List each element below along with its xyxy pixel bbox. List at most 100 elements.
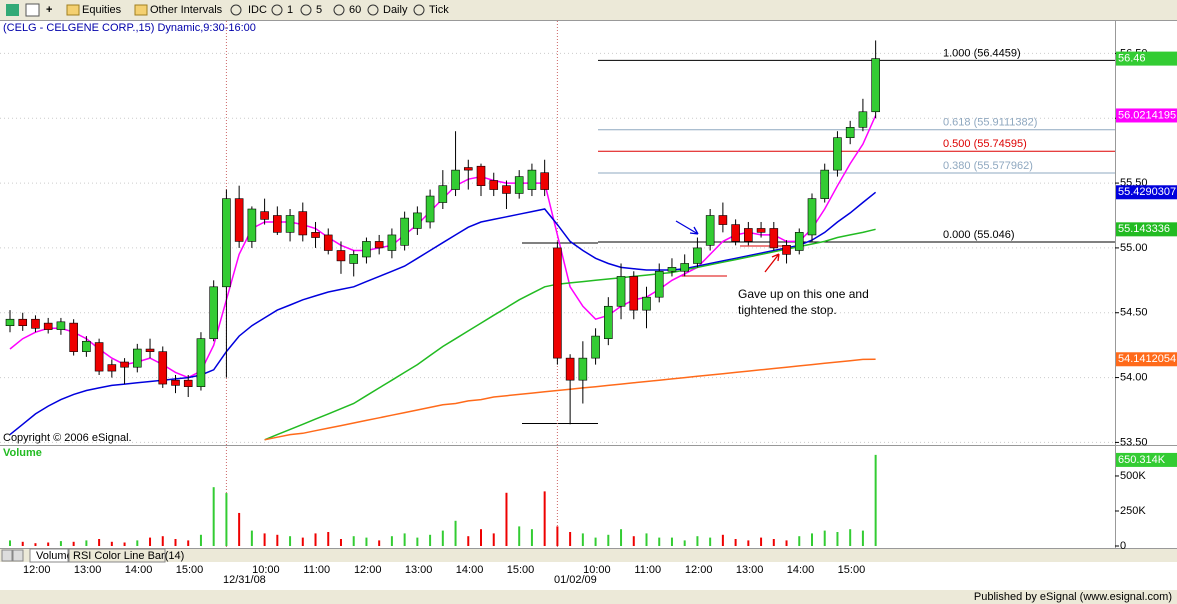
candle-body [5,318,15,327]
last-value-label: 56.46 [1118,53,1146,65]
candle-body [133,348,142,368]
toolbar-item[interactable]: Other Intervals [150,4,223,16]
candle-body [43,322,53,330]
copyright: Copyright © 2006 eSignal. [3,432,132,444]
volume-tick-label: 500K [1120,470,1146,482]
candle-body [285,215,295,233]
candle-body [820,169,830,199]
fib-label: 0.618 (55.9111382) [943,117,1037,129]
toolbar-item[interactable]: IDC [248,4,267,16]
arrow [675,220,699,235]
annotation: Gave up on this one and tightened the st… [738,287,869,317]
candle-body [502,185,511,194]
candle-body [794,232,804,251]
toolbar-plus[interactable]: + [46,4,52,16]
x-tick-label: 10:00 [252,564,280,576]
candle-body [565,357,575,381]
candle-body [693,247,702,264]
last-value-box [1116,185,1177,200]
candle-body [782,245,791,255]
x-tick-label: 10:00 [583,564,611,576]
candle-body [680,263,689,272]
candle-body [731,224,740,242]
candle-body [642,296,651,311]
chart-title: (CELG - CELGENE CORP.,15) Dynamic,9:30-1… [3,22,256,34]
toolbar-icon [367,4,379,16]
candle-body [196,338,206,387]
candle-body [425,195,435,223]
y-tick-label: 55.00 [1120,242,1148,254]
last-value-label: 56.0214195 [1118,109,1176,121]
candle-body [871,58,880,113]
toolbar-icon[interactable] [25,3,40,17]
candle-body [553,247,562,359]
x-tick-label: 11:00 [303,564,330,576]
y-tick-label: 53.50 [1120,436,1148,448]
candle-body [705,215,715,246]
candle-body [158,351,168,385]
moving-average [264,228,876,441]
candle-body [616,276,626,307]
toolbar-item[interactable]: Equities [82,4,122,16]
candle-body [591,335,600,359]
tab-label[interactable]: Volume [36,550,73,562]
candle-body [323,234,333,251]
y-tick-label: 54.00 [1120,371,1148,383]
candle-body [769,228,779,249]
toolbar-item[interactable]: 60 [349,4,361,16]
candle-body [527,169,537,190]
candle-body [578,357,588,381]
candle-body [18,318,28,327]
toolbar-item[interactable]: 1 [287,4,293,16]
folder-icon [66,4,80,16]
candle-body [349,254,359,264]
tab[interactable] [68,548,166,563]
scroll-button[interactable] [1,549,13,562]
last-value-box [1116,108,1177,123]
candle-body [94,342,104,372]
last-value-label: 55.4290307 [1118,186,1176,198]
candle-body [69,322,78,352]
x-tick-label: 12:00 [23,564,51,576]
candle-body [82,340,91,352]
x-tick-label: 13:00 [405,564,433,576]
candle-body [629,276,639,311]
toolbar-item[interactable]: Daily [383,4,408,16]
candle-body [387,234,397,251]
candle-body [183,379,193,387]
x-tick-label: 12:00 [685,564,713,576]
volume-tick-label: 0 [1120,540,1126,552]
toolbar-icon [333,4,345,16]
candle-body [463,167,473,171]
candle-body [400,217,409,246]
x-tick-label: 15:00 [176,564,204,576]
toolbar-icon [230,4,242,16]
tab[interactable] [29,548,69,563]
candle-body [222,198,231,288]
x-tick-label: 14:00 [787,564,815,576]
candle-body [807,198,817,236]
toolbar-item[interactable]: Tick [429,4,449,16]
candle-body [438,185,448,203]
candle-body [273,215,282,233]
scroll-button[interactable] [12,549,24,562]
toolbar-icon [300,4,312,16]
toolbar-icon[interactable] [6,4,19,16]
candle-body [845,127,855,138]
last-value-label: 650.314K [1118,454,1166,466]
candle-body [120,361,129,368]
x-tick-label: 15:00 [838,564,866,576]
candle-body [171,379,180,386]
tab-label[interactable]: RSI Color Line Bar(14) [73,550,184,562]
candle-body [362,241,371,258]
last-value-box [1116,452,1177,467]
toolbar-item[interactable]: 5 [316,4,322,16]
candle-body [209,286,218,339]
moving-average [9,191,877,436]
last-value-label: 55.143336 [1118,223,1170,235]
toolbar-icon [271,4,283,16]
annotation-box: Gave up on this one and tightened the st… [738,287,869,317]
candle-body [451,169,460,190]
